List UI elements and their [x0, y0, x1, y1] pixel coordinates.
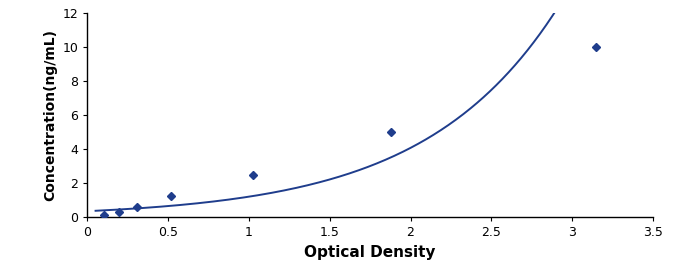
X-axis label: Optical Density: Optical Density	[304, 245, 436, 260]
Y-axis label: Concentration(ng/mL): Concentration(ng/mL)	[43, 29, 57, 201]
